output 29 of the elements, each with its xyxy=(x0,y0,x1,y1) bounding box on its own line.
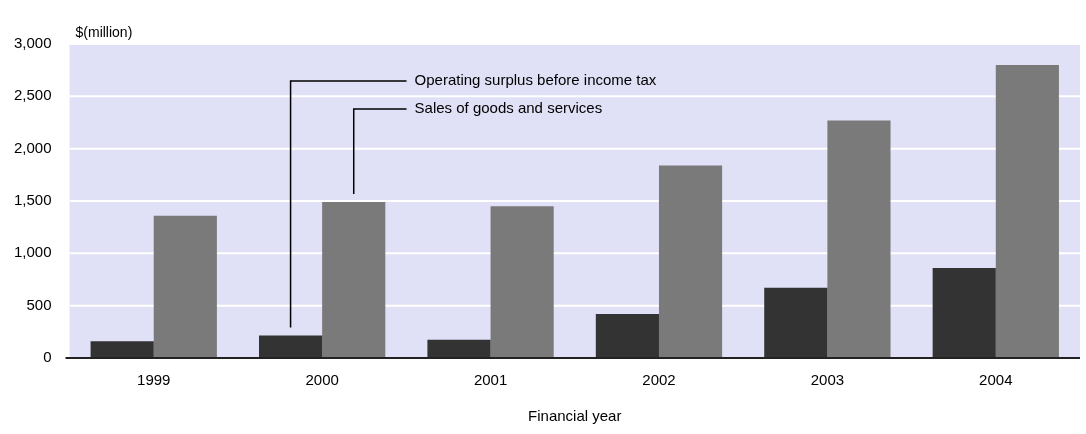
bar xyxy=(658,165,723,358)
x-axis-title: Financial year xyxy=(528,407,622,425)
y-tick-label: 2,000 xyxy=(13,138,52,156)
y-tick-label: 2,500 xyxy=(13,86,52,104)
bar xyxy=(995,64,1059,358)
text: Sales of goods and services xyxy=(414,99,603,117)
bar xyxy=(259,335,323,358)
bar xyxy=(90,341,154,358)
text: Operating surplus before income tax xyxy=(414,71,657,89)
x-tick-label: 2003 xyxy=(810,371,845,389)
bar xyxy=(764,287,828,358)
x-tick-label: 1999 xyxy=(137,371,171,389)
x-tick-label: 2001 xyxy=(473,371,508,389)
y-tick-label: 1,000 xyxy=(13,243,52,261)
bar xyxy=(322,202,386,358)
y-tick-label: 3,000 xyxy=(13,34,52,52)
y-tick-label: 500 xyxy=(26,295,52,313)
y-tick-label: 1,500 xyxy=(13,191,52,209)
x-tick-label: 2002 xyxy=(642,371,676,389)
y-axis-title: $(million) xyxy=(75,23,133,40)
bar xyxy=(827,120,891,358)
bar xyxy=(932,267,996,358)
bar xyxy=(427,339,491,358)
bar xyxy=(490,206,554,358)
x-tick-label: 2004 xyxy=(979,371,1013,389)
bar xyxy=(595,314,659,358)
bar xyxy=(153,215,217,358)
y-tick-label: 0 xyxy=(43,348,52,366)
x-tick-label: 2000 xyxy=(305,371,339,389)
